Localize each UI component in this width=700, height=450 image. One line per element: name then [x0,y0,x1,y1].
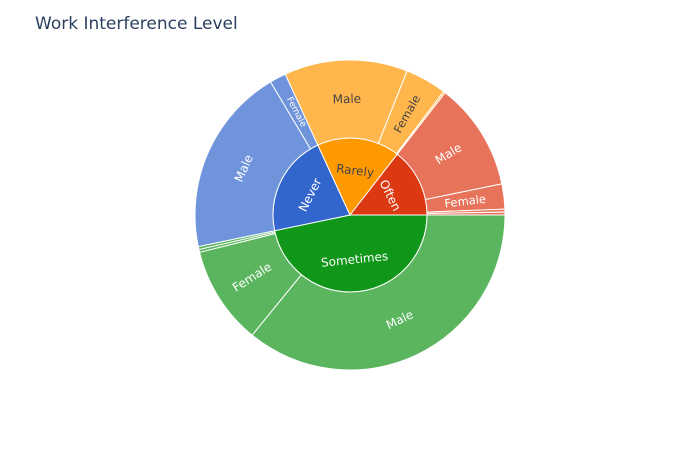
segment-sometimes-male[interactable] [251,214,506,371]
segment-often-unlabeled-3[interactable] [426,211,506,216]
chart-title: Work Interference Level [35,14,238,34]
segment-never-male[interactable] [194,81,312,248]
